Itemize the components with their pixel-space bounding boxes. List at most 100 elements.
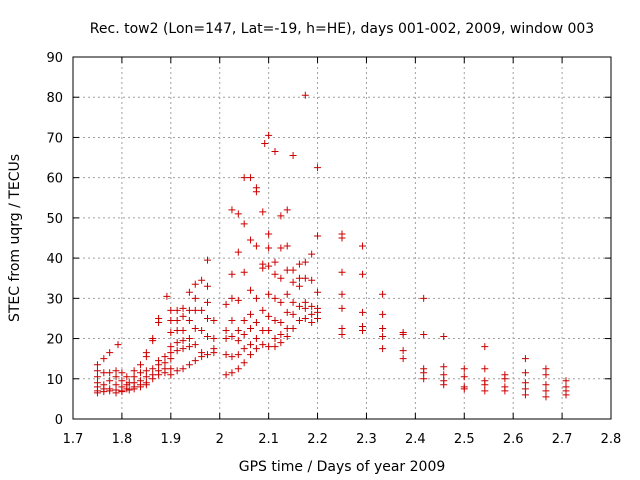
data-point xyxy=(167,316,175,324)
data-point xyxy=(265,230,273,238)
data-point xyxy=(271,343,279,351)
data-point xyxy=(399,331,407,339)
data-point xyxy=(247,174,255,182)
data-point xyxy=(93,367,101,375)
data-point xyxy=(301,304,309,312)
x-tick-label: 2.4 xyxy=(405,432,426,447)
data-point xyxy=(204,333,211,341)
data-point xyxy=(314,164,322,172)
data-point xyxy=(252,188,260,196)
data-point xyxy=(130,385,138,393)
data-point xyxy=(191,325,199,332)
x-tick-label: 2.3 xyxy=(356,432,377,447)
data-point xyxy=(173,347,181,355)
data-point xyxy=(481,387,489,395)
data-point xyxy=(234,365,242,373)
data-point xyxy=(314,308,322,316)
data-point xyxy=(289,266,297,274)
data-point xyxy=(204,256,211,264)
data-point xyxy=(289,278,297,286)
data-point xyxy=(173,327,181,335)
data-point xyxy=(234,210,242,218)
data-point xyxy=(542,381,550,389)
data-point xyxy=(161,353,169,361)
data-point xyxy=(179,365,187,373)
data-point xyxy=(142,373,150,381)
data-point xyxy=(222,371,230,379)
data-point xyxy=(283,308,291,316)
x-tick-label: 2.8 xyxy=(601,432,622,447)
data-point xyxy=(155,318,163,326)
data-point xyxy=(283,333,291,341)
y-tick-label: 90 xyxy=(46,51,63,66)
data-point xyxy=(252,242,260,250)
data-point xyxy=(295,302,303,310)
data-point xyxy=(167,306,175,314)
data-point xyxy=(314,232,322,240)
data-point xyxy=(173,367,181,375)
data-point xyxy=(106,387,114,395)
x-tick-label: 2.6 xyxy=(503,432,524,447)
y-tick-label: 10 xyxy=(46,373,63,388)
data-point xyxy=(283,325,291,332)
data-point xyxy=(314,314,322,322)
data-point xyxy=(228,369,236,377)
data-point xyxy=(271,294,279,302)
data-point xyxy=(562,377,570,385)
data-point xyxy=(100,369,108,377)
y-tick-label: 70 xyxy=(46,131,63,146)
data-point xyxy=(114,341,122,349)
data-point xyxy=(338,325,346,332)
data-point xyxy=(142,353,150,361)
data-point xyxy=(112,389,120,397)
data-point xyxy=(198,327,206,335)
data-point xyxy=(106,369,114,377)
data-point xyxy=(167,329,175,337)
data-point xyxy=(308,276,316,284)
y-tick-label: 60 xyxy=(46,172,63,187)
data-point xyxy=(271,270,279,278)
data-point xyxy=(234,337,242,345)
data-point xyxy=(277,244,285,252)
data-point xyxy=(210,349,218,357)
data-point xyxy=(301,314,309,322)
data-point xyxy=(542,365,550,373)
data-point xyxy=(420,369,428,377)
data-point xyxy=(501,375,509,383)
data-point xyxy=(379,333,387,341)
data-point xyxy=(440,381,448,389)
data-point xyxy=(562,391,570,399)
data-point xyxy=(440,333,448,341)
data-point xyxy=(149,337,157,345)
data-point xyxy=(185,316,193,324)
data-point xyxy=(265,131,273,139)
data-point xyxy=(155,371,163,379)
data-point xyxy=(93,373,101,381)
data-point xyxy=(136,369,144,377)
data-point xyxy=(222,300,230,308)
x-tick-label: 1.9 xyxy=(160,432,181,447)
data-point xyxy=(379,290,387,298)
data-point xyxy=(198,306,206,314)
x-tick-label: 1.7 xyxy=(63,432,84,447)
data-point xyxy=(277,339,285,347)
data-point xyxy=(420,331,428,339)
data-point xyxy=(240,316,248,324)
data-point xyxy=(247,341,255,349)
x-tick-label: 2.7 xyxy=(552,432,573,447)
data-point xyxy=(240,345,248,353)
y-axis-label: STEC from uqrg / TECUs xyxy=(7,154,23,322)
data-point xyxy=(265,312,273,320)
data-point xyxy=(240,220,248,228)
chart-title: Rec. tow2 (Lon=147, Lat=-19, h=HE), days… xyxy=(90,21,594,37)
data-point xyxy=(191,294,199,302)
data-point xyxy=(222,327,230,335)
data-point xyxy=(106,349,114,357)
data-point xyxy=(289,310,297,318)
data-point xyxy=(155,361,163,369)
data-point xyxy=(118,388,126,396)
data-point xyxy=(265,327,273,335)
data-point xyxy=(521,391,529,399)
data-point xyxy=(252,318,260,326)
data-point xyxy=(440,363,448,371)
